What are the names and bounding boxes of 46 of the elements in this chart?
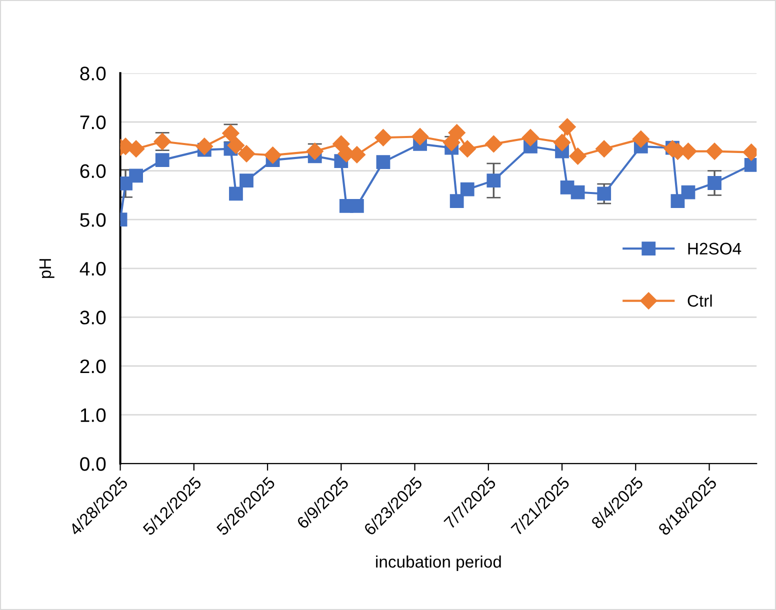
legend-label: Ctrl bbox=[688, 294, 712, 307]
point bbox=[332, 135, 350, 153]
y-axis-title: pH bbox=[39, 259, 54, 278]
point bbox=[670, 194, 685, 208]
point bbox=[706, 142, 724, 160]
point bbox=[460, 182, 474, 196]
point bbox=[632, 130, 650, 148]
point bbox=[411, 128, 429, 146]
point bbox=[155, 153, 170, 168]
y-tick-label: 7.0 bbox=[80, 115, 106, 130]
point bbox=[240, 174, 254, 188]
y-tick-label: 6.0 bbox=[80, 164, 106, 178]
y-tick-label: 4.0 bbox=[80, 262, 106, 276]
point bbox=[558, 118, 576, 136]
point bbox=[522, 129, 540, 146]
point bbox=[485, 135, 502, 153]
point bbox=[128, 140, 145, 158]
legend-label: H2SO4 bbox=[688, 242, 742, 255]
point bbox=[196, 138, 213, 155]
point bbox=[596, 140, 613, 158]
point bbox=[450, 194, 464, 208]
point bbox=[264, 146, 282, 164]
point bbox=[708, 176, 722, 190]
point bbox=[569, 148, 586, 165]
x-axis-title: incubation period bbox=[376, 555, 501, 572]
point bbox=[458, 140, 476, 158]
y-tick-label: 3.0 bbox=[80, 310, 106, 324]
y-tick-label: 5.0 bbox=[80, 213, 106, 227]
point bbox=[744, 158, 757, 172]
point bbox=[448, 124, 466, 142]
point bbox=[553, 134, 571, 152]
y-tick-label: 1.0 bbox=[80, 408, 106, 422]
point bbox=[570, 185, 585, 200]
y-tick-label: 2.0 bbox=[80, 359, 106, 374]
point bbox=[376, 155, 390, 169]
point bbox=[227, 136, 245, 154]
point bbox=[486, 174, 501, 188]
point bbox=[681, 185, 696, 200]
point bbox=[129, 168, 143, 183]
point bbox=[238, 145, 256, 162]
point bbox=[229, 186, 243, 201]
point bbox=[350, 198, 364, 213]
y-tick-label: 8.0 bbox=[80, 66, 106, 80]
y-tick-label: 0.0 bbox=[80, 457, 106, 471]
point bbox=[374, 129, 392, 146]
point bbox=[597, 186, 612, 201]
